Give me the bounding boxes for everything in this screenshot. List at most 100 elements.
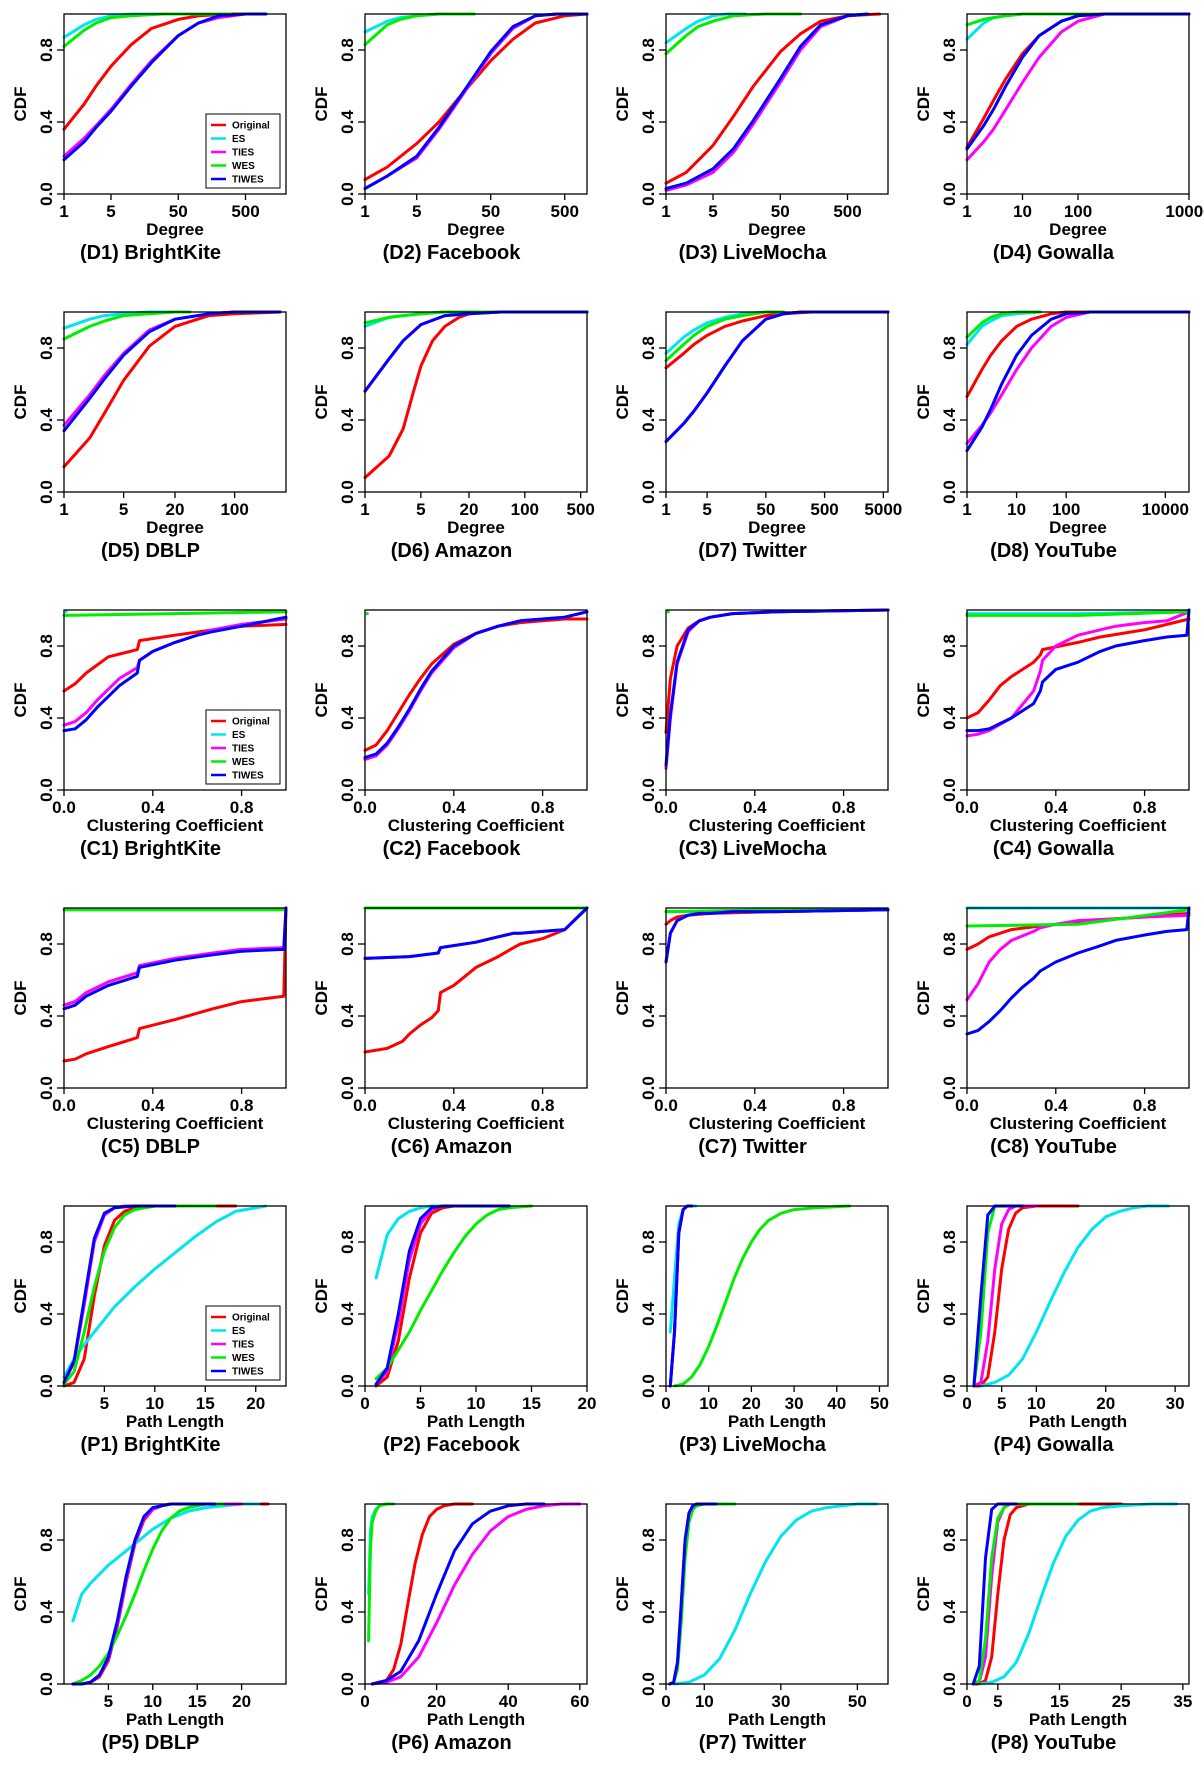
legend-label: Original [232, 1313, 270, 1324]
series-tiwes-line [363, 906, 589, 960]
y-tick-label: 0.8 [338, 38, 357, 62]
x-tick-label: 0.4 [1044, 1096, 1068, 1115]
chart-svg: 0.0 0.4 0.8 1 5 20 100 500 CDF Degree [312, 310, 595, 537]
series-wes-point [365, 612, 369, 616]
y-tick-label: 0.4 [338, 110, 357, 134]
panel-caption: (P3) LiveMocha [679, 1434, 826, 1456]
x-tick-label: 10 [467, 1394, 486, 1413]
x-axis-label: Clustering Coefficient [388, 816, 565, 835]
panel-caption: (P5) DBLP [101, 1732, 200, 1754]
x-tick-label: 40 [499, 1692, 518, 1711]
panel-caption: (D1) BrightKite [79, 242, 222, 264]
x-tick-label: 30 [1166, 1394, 1185, 1413]
y-tick-label: 0.0 [639, 1672, 658, 1696]
plot-frame [364, 609, 588, 791]
y-tick-label: 0.0 [338, 1076, 357, 1100]
plot-frame [966, 1205, 1190, 1387]
chart-panel: 0.0 0.4 0.8 0.0 0.4 0.8 CDF Clustering Coeffici… [301, 894, 602, 1192]
chart-panel: 0.0 0.4 0.8 1 10 100 10000 CDF Degree (D4) Gowall… [903, 0, 1204, 298]
x-axis-label: Degree [1049, 220, 1107, 239]
series-tiwes-line [965, 608, 1191, 733]
y-tick-label: 0.8 [940, 38, 959, 62]
x-axis-label: Degree [1049, 518, 1107, 537]
x-axis-label: Path Length [1029, 1412, 1127, 1431]
legend-label: ES [232, 1326, 246, 1337]
x-axis-label: Degree [447, 518, 505, 537]
chart-panel: 0.0 0.4 0.8 0.0 0.4 0.8 CDF Clustering Coeffici… [301, 596, 602, 894]
x-tick-label: 0.4 [141, 798, 165, 817]
series-original-line [62, 622, 288, 693]
chart-svg: 0.0 0.4 0.8 0.0 0.4 0.8 CDF Clustering Coeffici… [914, 906, 1191, 1133]
x-tick-label: 10 [143, 1692, 162, 1711]
series-es-line [672, 1502, 878, 1686]
y-tick-label: 0.4 [639, 408, 658, 432]
chart-panel: 0.0 0.4 0.8 0.0 0.4 0.8 CDF Clustering Coeffici… [602, 596, 903, 894]
x-tick-label: 5 [702, 500, 711, 519]
series-ties-line [965, 610, 1191, 738]
chart-panel: 0.0 0.4 0.8 0 10 20 30 40 50 CDF Path Length (P3) L… [602, 1192, 903, 1490]
y-axis-label: CDF [914, 87, 933, 122]
x-tick-label: 50 [756, 500, 775, 519]
y-tick-label: 0.0 [37, 182, 56, 206]
plot-frame [665, 907, 889, 1089]
plot-frame [63, 907, 287, 1089]
y-tick-label: 0.0 [940, 778, 959, 802]
x-tick-label: 5 [106, 202, 115, 221]
series-original-line [668, 1502, 714, 1686]
panel-caption: (D6) Amazon [390, 540, 513, 562]
panel-caption: (C4) Gowalla [992, 838, 1115, 860]
y-tick-label: 0.8 [940, 634, 959, 658]
y-tick-label: 0.8 [37, 38, 56, 62]
series-ties-line [363, 12, 589, 191]
y-axis-label: CDF [312, 385, 331, 420]
x-axis-label: Clustering Coefficient [689, 1114, 866, 1133]
y-axis-label: CDF [914, 683, 933, 718]
chart-panel: 0.0 0.4 0.8 1 10 100 10000 CDF Degree (D8) YouTub… [903, 298, 1204, 596]
x-tick-label: 1 [661, 500, 670, 519]
y-tick-label: 0.4 [338, 1302, 357, 1326]
series-tiwes-line [62, 906, 288, 1011]
y-axis-label: CDF [613, 1279, 632, 1314]
series-wes-line [62, 610, 288, 617]
series-original-line [62, 310, 282, 469]
y-tick-label: 0.4 [940, 1004, 959, 1028]
series-original-line [71, 1502, 270, 1686]
x-tick-label: 0 [360, 1692, 369, 1711]
plot-frame [966, 609, 1190, 791]
chart-svg: 0.0 0.4 0.8 0.0 0.4 0.8 CDF Clustering Coeffici… [11, 609, 288, 835]
chart-svg: 0.0 0.4 0.8 1 5 50 500 CDF Degree [312, 12, 589, 239]
x-axis-label: Clustering Coefficient [87, 816, 264, 835]
x-tick-label: 100 [1064, 202, 1092, 221]
series-original-line [374, 1204, 511, 1388]
y-tick-label: 0.4 [338, 1600, 357, 1624]
y-tick-label: 0.4 [940, 1302, 959, 1326]
series-es-line [664, 12, 747, 45]
y-tick-label: 0.8 [940, 1528, 959, 1552]
chart-panel: 0.0 0.4 0.8 1 5 20 100 500 CDF Degree (D6) Amazon [301, 298, 602, 596]
y-tick-label: 0.0 [338, 778, 357, 802]
chart-svg: 0.0 0.4 0.8 0.0 0.4 0.8 CDF Clustering Coeffici… [613, 907, 890, 1133]
y-tick-label: 0.0 [639, 480, 658, 504]
panel-caption: (D7) Twitter [698, 540, 807, 562]
y-tick-label: 0.8 [639, 634, 658, 658]
chart-panel: 0.0 0.4 0.8 0 5 10 15 20 CDF Path Length (P2) Face… [301, 1192, 602, 1490]
x-tick-label: 10 [1007, 500, 1026, 519]
x-axis-label: Clustering Coefficient [388, 1114, 565, 1133]
series-tiwes-line [664, 908, 890, 964]
x-tick-label: 0.0 [353, 798, 377, 817]
series-ties-line [71, 1502, 244, 1686]
chart-svg: 0.0 0.4 0.8 0 10 20 30 40 50 CDF Path Length [613, 1204, 889, 1431]
x-axis-label: Clustering Coefficient [689, 816, 866, 835]
chart-svg: 0.0 0.4 0.8 0.0 0.4 0.8 CDF Clustering Coeffici… [11, 906, 288, 1133]
y-tick-label: 0.0 [37, 778, 56, 802]
x-tick-label: 10000 [1165, 202, 1204, 221]
chart-panel: 0.0 0.4 0.8 5 10 15 20 CDF Path Length Original ES… [0, 1192, 301, 1490]
x-axis-label: Degree [748, 220, 806, 239]
legend-label: TIWES [232, 175, 264, 186]
series-es-line [71, 1502, 261, 1623]
plot-frame [665, 13, 889, 195]
x-tick-label: 500 [231, 202, 259, 221]
panel-caption: (P1) BrightKite [80, 1434, 221, 1456]
chart-svg: 0.0 0.4 0.8 5 10 15 20 CDF Path Length Original ES… [11, 1204, 287, 1431]
y-tick-label: 0.8 [338, 336, 357, 360]
